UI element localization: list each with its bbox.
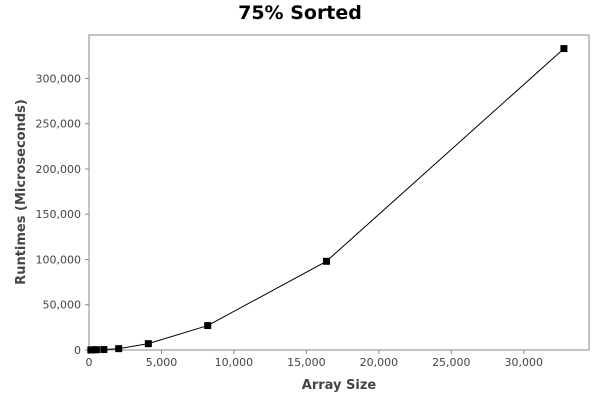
x-tick-label: 5,000: [146, 356, 178, 369]
x-tick-label: 30,000: [505, 356, 544, 369]
x-axis-label: Array Size: [302, 378, 377, 393]
data-point: [115, 345, 123, 353]
data-point: [89, 346, 97, 354]
data-point: [322, 257, 330, 265]
x-tick-label: 15,000: [287, 356, 326, 369]
y-axis: 0 50,000 100,000 150,000 200,000 250,000 300,0…: [36, 72, 89, 357]
data-point: [100, 346, 108, 354]
y-tick-label: 50,000: [43, 299, 82, 312]
y-tick-label: 150,000: [36, 208, 82, 221]
y-tick-label: 300,000: [36, 72, 82, 85]
x-tick-label: 10,000: [215, 356, 254, 369]
data-point: [144, 340, 152, 348]
x-axis: 0 5,000 10,000 15,000 20,000 25,000 30,000: [86, 350, 544, 369]
y-tick-label: 0: [74, 344, 81, 357]
series-line: [90, 48, 565, 351]
y-tick-label: 200,000: [36, 163, 82, 176]
chart-title: 75% Sorted: [238, 2, 362, 24]
y-axis-label: Runtimes (Microseconds): [14, 99, 29, 285]
y-tick-label: 250,000: [36, 118, 82, 131]
y-tick-label: 100,000: [36, 253, 82, 266]
plot-frame: [88, 34, 590, 351]
x-tick-label: 20,000: [360, 356, 399, 369]
data-point: [92, 346, 100, 354]
data-point: [204, 322, 212, 330]
data-point: [560, 45, 568, 53]
series-layer: [87, 45, 568, 354]
x-tick-label: 25,000: [432, 356, 471, 369]
x-tick-label: 0: [86, 356, 93, 369]
